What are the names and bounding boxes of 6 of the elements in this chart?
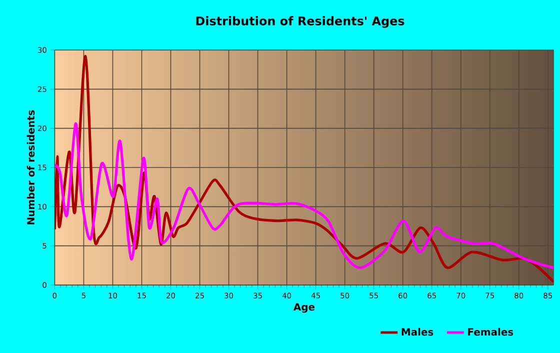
y-axis-title: Number of residents: [26, 110, 35, 224]
legend-label: Females: [468, 328, 514, 336]
legend-label: Males: [402, 328, 434, 336]
x-axis-title: Age: [293, 303, 315, 313]
line-series: [54, 122, 554, 270]
chart-title: Distribution of Residents' Ages: [196, 16, 404, 28]
